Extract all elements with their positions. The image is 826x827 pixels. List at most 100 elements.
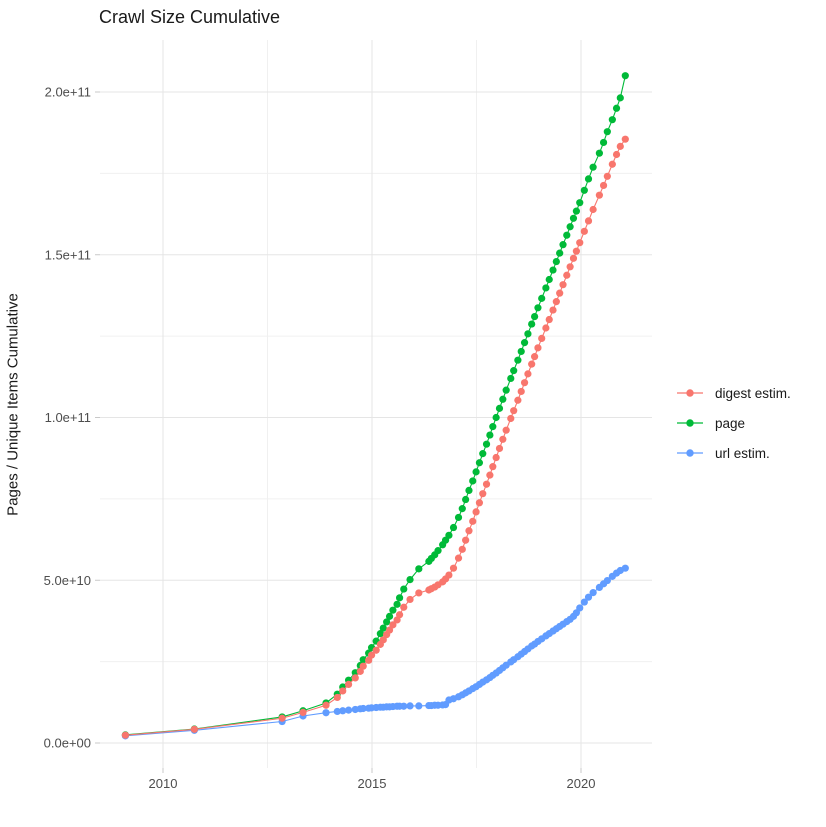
data-point-page — [556, 249, 564, 257]
y-tick-label: 0.0e+00 — [44, 736, 91, 751]
data-point-digest-estim- — [449, 564, 458, 572]
data-point-digest-estim- — [479, 490, 487, 498]
data-point-url-estim- — [621, 564, 629, 572]
y-tick-label: 1.0e+11 — [45, 410, 91, 425]
data-point-url-estim- — [584, 593, 593, 601]
data-point-digest-estim- — [616, 142, 624, 150]
data-point-digest-estim- — [190, 725, 198, 733]
data-point-digest-estim- — [454, 554, 463, 562]
data-point-page — [520, 339, 529, 347]
data-point-digest-estim- — [549, 306, 557, 314]
data-point-page — [395, 594, 404, 602]
data-point-digest-estim- — [514, 396, 522, 404]
data-point-page — [475, 459, 484, 467]
data-point-digest-estim- — [499, 435, 507, 443]
series-line-digest-estim- — [125, 138, 626, 736]
data-point-digest-estim- — [510, 407, 518, 415]
data-point-digest-estim- — [385, 626, 394, 634]
chart-title: Crawl Size Cumulative — [99, 7, 281, 27]
data-point-page — [445, 531, 453, 539]
data-point-digest-estim- — [465, 527, 473, 535]
legend-label-page: page — [715, 415, 746, 431]
data-point-digest-estim- — [121, 731, 129, 739]
legend-key-url-icon — [677, 449, 703, 457]
data-point-digest-estim- — [339, 687, 347, 695]
data-point-page — [528, 320, 536, 328]
legend-label-url: url estim. — [715, 445, 770, 461]
data-point-url-estim- — [589, 589, 597, 597]
data-point-page — [486, 431, 494, 439]
data-point-digest-estim- — [489, 463, 497, 471]
data-point-digest-estim- — [462, 536, 470, 544]
data-point-page — [599, 138, 608, 147]
data-point-digest-estim- — [486, 471, 494, 479]
data-point-digest-estim- — [406, 595, 414, 604]
data-point-page — [510, 367, 518, 375]
data-point-page — [517, 347, 525, 356]
data-point-page — [492, 413, 500, 422]
data-point-digest-estim- — [482, 480, 491, 488]
data-point-page — [393, 600, 401, 608]
data-point-url-estim- — [333, 707, 341, 716]
data-point-page — [472, 468, 480, 476]
data-point-page — [462, 495, 470, 504]
data-point-digest-estim- — [584, 217, 593, 225]
data-point-url-estim- — [344, 706, 353, 714]
data-point-page — [507, 374, 515, 383]
data-point-page — [449, 523, 458, 532]
data-point-page — [563, 231, 571, 239]
data-point-url-estim- — [359, 704, 367, 713]
data-point-digest-estim- — [445, 571, 453, 579]
legend: digest estim. page url estim. — [676, 378, 791, 468]
data-point-digest-estim- — [576, 239, 584, 247]
data-point-digest-estim- — [469, 517, 477, 525]
data-point-digest-estim- — [599, 181, 608, 190]
data-point-page — [542, 284, 550, 292]
data-point-digest-estim- — [475, 499, 484, 507]
legend-item-url: url estim. — [676, 438, 791, 468]
data-point-digest-estim- — [379, 636, 387, 644]
data-point-page — [580, 186, 588, 194]
data-point-digest-estim- — [538, 334, 546, 343]
y-axis-title: Pages / Unique Items Cumulative — [4, 293, 22, 516]
data-point-page — [415, 565, 423, 573]
data-point-page — [359, 656, 367, 664]
data-point-page — [603, 128, 611, 136]
data-point-page — [495, 404, 504, 412]
data-point-page — [566, 223, 574, 231]
data-point-digest-estim- — [580, 227, 588, 235]
data-point-page — [621, 72, 629, 80]
data-point-page — [469, 477, 477, 485]
data-point-digest-estim- — [495, 444, 504, 453]
data-point-page — [514, 356, 522, 364]
data-point-digest-estim- — [603, 172, 611, 180]
data-point-url-estim- — [406, 702, 414, 710]
data-point-digest-estim- — [492, 453, 500, 462]
data-point-digest-estim- — [359, 662, 367, 670]
data-point-page — [376, 630, 384, 638]
data-point-page — [572, 207, 581, 215]
data-point-page — [595, 149, 603, 157]
data-point-digest-estim- — [517, 387, 525, 396]
data-point-digest-estim- — [534, 344, 542, 352]
data-point-page — [385, 612, 394, 620]
data-point-page — [383, 618, 391, 626]
data-point-page — [552, 257, 560, 266]
legend-key-page-icon — [677, 419, 703, 427]
data-point-url-estim- — [339, 707, 347, 715]
data-point-digest-estim- — [563, 271, 571, 279]
data-point-digest-estim- — [566, 263, 574, 271]
data-point-digest-estim- — [389, 621, 397, 629]
data-point-page — [379, 624, 387, 632]
data-point-digest-estim- — [524, 370, 532, 378]
data-point-page — [584, 175, 593, 183]
data-point-page — [458, 505, 466, 513]
data-point-page — [502, 386, 510, 394]
y-tick-label: 1.5e+11 — [45, 247, 91, 262]
data-point-page — [534, 304, 542, 312]
data-point-page — [616, 94, 624, 102]
data-point-digest-estim- — [552, 298, 560, 306]
data-point-page — [538, 294, 546, 302]
